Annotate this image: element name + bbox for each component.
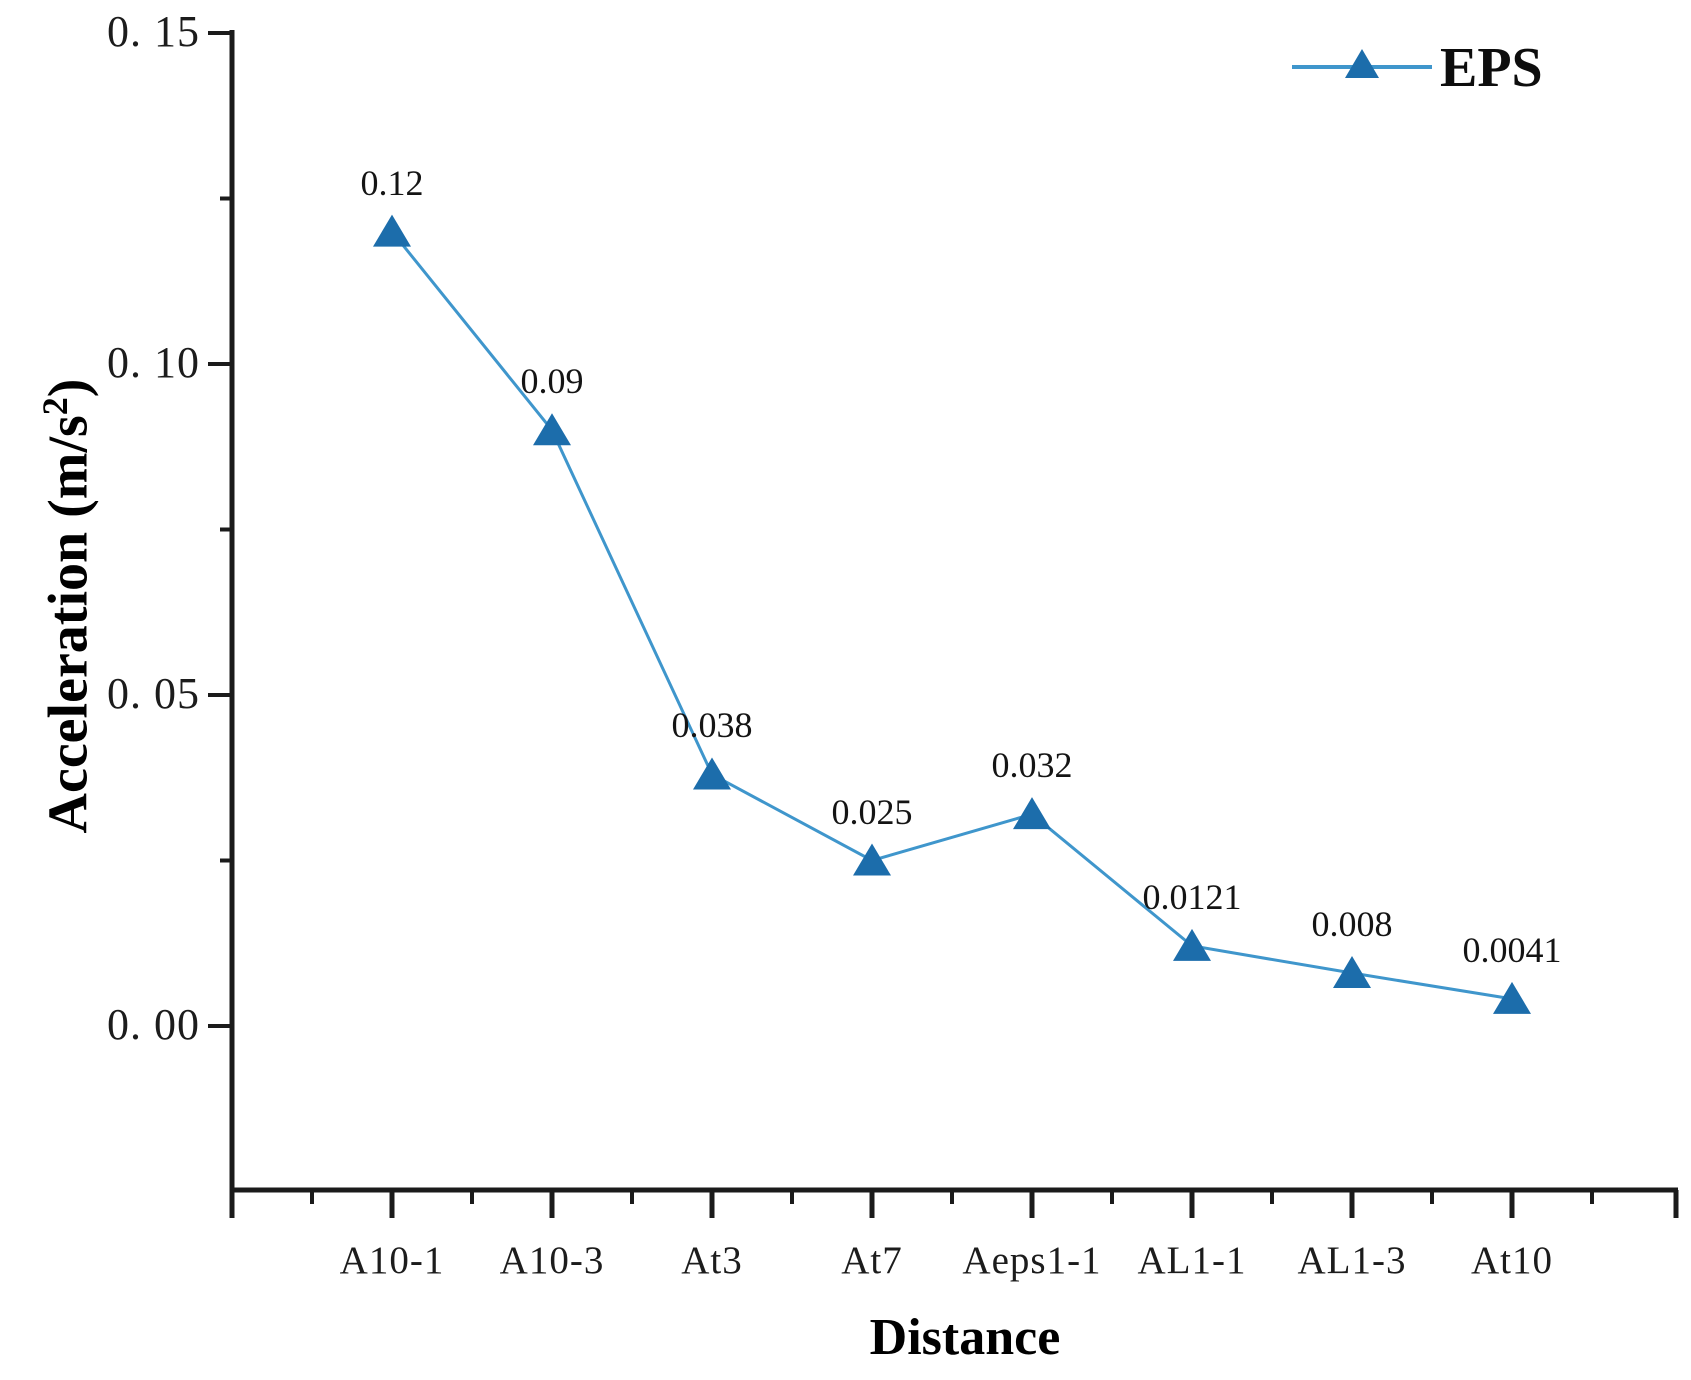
x-tick-label-2: At3 [681,1239,743,1282]
point-label-1: 0.09 [520,361,584,402]
marker-triangle-icon [1333,956,1371,989]
x-tick-label-3: At7 [841,1239,903,1282]
point-label-3: 0.025 [831,791,913,832]
y-tick-label-3: 0. 00 [107,1000,200,1049]
y-axis-title-close: ) [37,378,100,398]
marker-triangle-icon [533,413,571,446]
x-axis-title: Distance [869,1309,1061,1366]
marker-triangle-icon [1173,928,1211,961]
series-line-eps [390,230,1513,1001]
point-label-2: 0.038 [671,705,753,746]
marker-triangle-icon [1493,981,1531,1014]
y-axis-title: Acceleration (m/s2) [26,176,100,1036]
y-axis-title-superscript: 2 [35,397,75,416]
marker-triangle-icon [693,757,731,790]
point-label-4: 0.032 [991,745,1073,786]
point-label-6: 0.008 [1311,904,1393,945]
x-tick-label-5: AL1-1 [1137,1239,1247,1282]
legend-marker-triangle-icon [1345,49,1379,78]
y-tick-label-1: 0. 10 [107,338,200,387]
legend-label-eps: EPS [1440,37,1543,99]
x-tick-label-0: A10-1 [339,1239,445,1282]
x-tick-label-4: Aeps1-1 [962,1239,1102,1282]
marker-triangle-icon [853,843,891,876]
x-tick-label-6: AL1-3 [1297,1239,1407,1282]
point-label-0: 0.12 [360,162,424,203]
marker-triangle-icon [1013,797,1051,830]
point-label-5: 0.0121 [1142,876,1242,917]
x-tick-label-1: A10-3 [499,1239,605,1282]
marker-triangle-icon [373,214,411,247]
y-tick-label-2: 0. 05 [107,669,200,718]
axis-spines [229,30,1678,1218]
x-tick-label-7: At10 [1471,1239,1553,1282]
y-axis-title-text: Acceleration (m/s [37,415,100,834]
y-tick-label-0: 0. 15 [107,7,200,56]
point-label-7: 0.0041 [1462,929,1562,970]
